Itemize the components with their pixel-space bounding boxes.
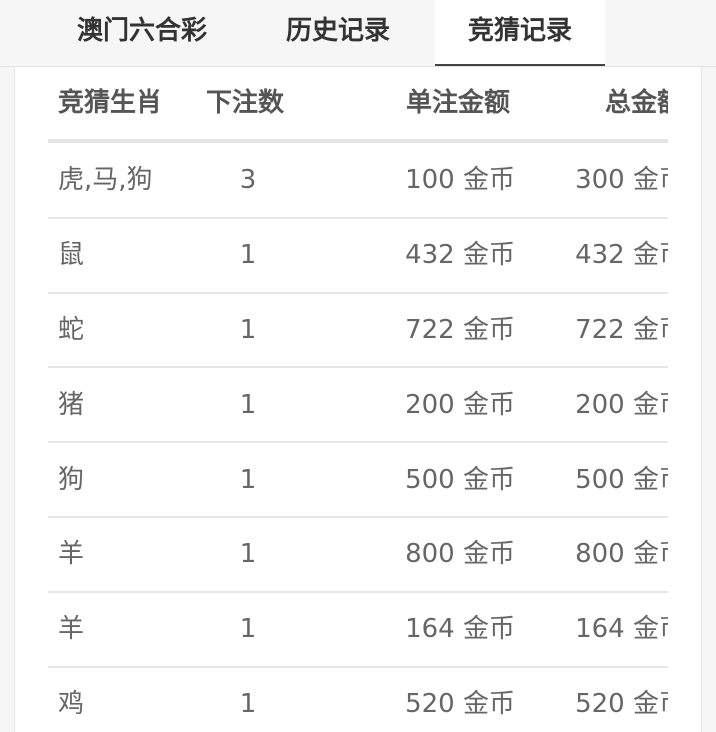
table-cell: 1 (239, 240, 257, 271)
table-cell: 1 (239, 389, 257, 420)
row-divider (48, 516, 668, 518)
row-divider (48, 366, 668, 369)
row-divider (48, 216, 668, 219)
table-cell: 520 金币 (405, 689, 515, 719)
table-cell: 1 (239, 614, 257, 645)
table-cell: 猪 (58, 389, 85, 420)
table-cell: 432 金币 (575, 240, 668, 271)
table-cell: 800 金币 (405, 539, 515, 570)
row-divider (48, 441, 668, 444)
table-cell: 164 金币 (405, 614, 515, 645)
row-divider (48, 291, 668, 294)
table-cell: 722 金币 (405, 315, 515, 345)
table-cell: 羊 (58, 614, 85, 645)
tab[interactable]: 澳门六合彩 (76, 16, 207, 46)
table-cell: 鸡 (58, 689, 85, 719)
column-header: 总金额 (605, 88, 668, 118)
table-cell: 3 (239, 165, 257, 196)
column-header: 下注数 (206, 88, 285, 118)
tab[interactable]: 历史记录 (285, 16, 390, 46)
column-header: 竞猜生肖 (58, 88, 163, 118)
table-cell: 鼠 (58, 240, 85, 271)
row-divider (48, 665, 668, 668)
header-divider (48, 139, 668, 143)
row-divider (48, 590, 668, 593)
table-cell: 100 金币 (405, 165, 515, 196)
panel (14, 67, 702, 732)
table-cell: 800 金币 (575, 539, 668, 570)
column-header: 单注金额 (406, 88, 511, 118)
table-cell: 200 金币 (405, 389, 515, 420)
table-cell: 722 金币 (575, 315, 668, 345)
tab-active[interactable]: 竞猜记录 (435, 0, 605, 66)
table-cell: 300 金币 (575, 165, 668, 196)
tab-bar: 澳门六合彩 历史记录 竞猜记录 (0, 0, 716, 67)
table-cell: 1 (239, 464, 257, 495)
table: 竞猜生肖 下注数 单注金额 总金额虎,马,狗 3 100 金币 300 金币鼠 1 432 金币… (48, 67, 668, 732)
table-cell: 164 金币 (575, 614, 668, 645)
table-cell: 羊 (58, 539, 85, 570)
table-cell: 500 金币 (405, 464, 515, 495)
table-cell: 1 (239, 689, 257, 719)
table-cell: 500 金币 (575, 464, 668, 495)
table-cell: 1 (239, 539, 257, 570)
table-cell: 1 (239, 315, 257, 345)
table-cell: 虎,马,狗 (58, 165, 153, 196)
table-cell: 200 金币 (575, 389, 668, 420)
table-cell: 狗 (58, 464, 85, 495)
table-cell: 蛇 (58, 315, 85, 345)
table-cell: 432 金币 (405, 240, 515, 271)
table-cell: 520 金币 (575, 689, 668, 719)
